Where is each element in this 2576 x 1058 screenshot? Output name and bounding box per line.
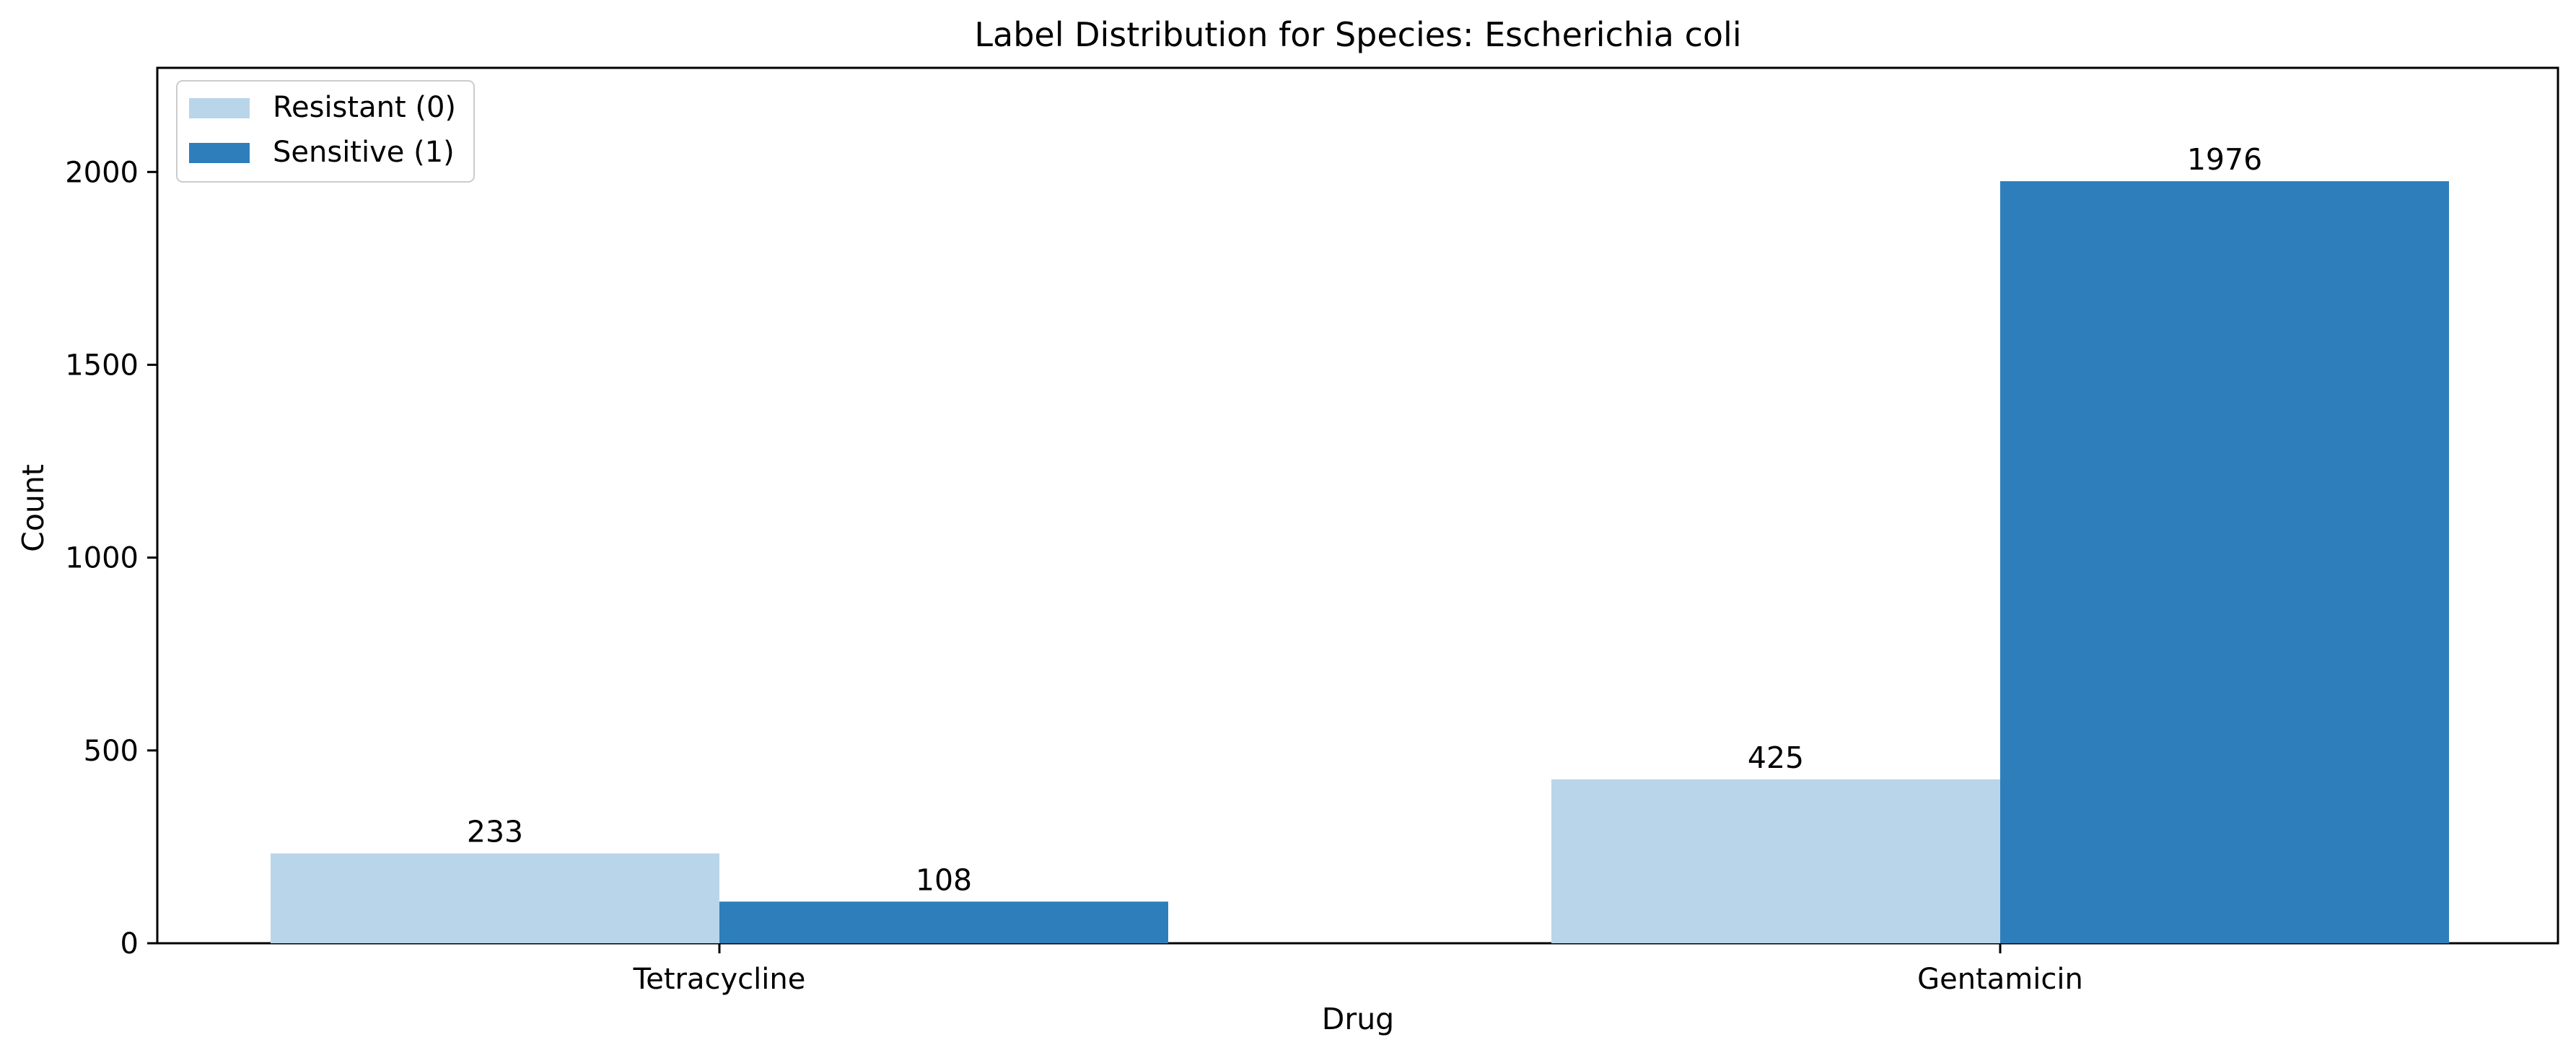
data-label: 425 — [1748, 740, 1804, 775]
y-axis-label: Count — [16, 464, 51, 552]
x-axis: Tetracycline Gentamicin — [633, 943, 2083, 996]
bar-gentamicin-series-2 — [2000, 181, 2449, 944]
y-tick-label: 500 — [84, 735, 139, 768]
data-label: 1976 — [2187, 142, 2262, 177]
bars-group — [271, 181, 2449, 944]
legend-swatch — [189, 143, 250, 163]
bar-tetracycline-series-2 — [719, 901, 1168, 943]
legend-box — [176, 80, 475, 183]
bar-gentamicin-series-1 — [1551, 779, 2000, 943]
plot-frame — [156, 66, 2559, 945]
bar-labels-group: 233 425 108 1976 — [467, 142, 2262, 897]
bar-tetracycline-series-1 — [271, 853, 719, 943]
data-label: 108 — [916, 862, 972, 897]
plot-area — [156, 66, 2559, 945]
x-tick-label: Gentamicin — [1917, 963, 2083, 996]
legend-label: Resistant (0) — [273, 91, 456, 124]
y-tick-label: 2000 — [65, 156, 139, 189]
x-tick-label: Tetracycline — [633, 963, 806, 996]
legend: Resistant (0) Sensitive (1) — [176, 80, 475, 183]
y-tick-label: 0 — [121, 927, 139, 961]
y-tick-label: 1000 — [65, 542, 139, 575]
y-axis: 0 500 1000 1500 2000 — [65, 156, 157, 961]
x-axis-label: Drug — [1322, 1002, 1394, 1036]
chart-title: Label Distribution for Species: Escheric… — [974, 15, 1741, 54]
data-label: 233 — [467, 814, 523, 849]
legend-label: Sensitive (1) — [273, 136, 455, 169]
y-tick-label: 1500 — [65, 349, 139, 382]
legend-swatch — [189, 98, 250, 118]
